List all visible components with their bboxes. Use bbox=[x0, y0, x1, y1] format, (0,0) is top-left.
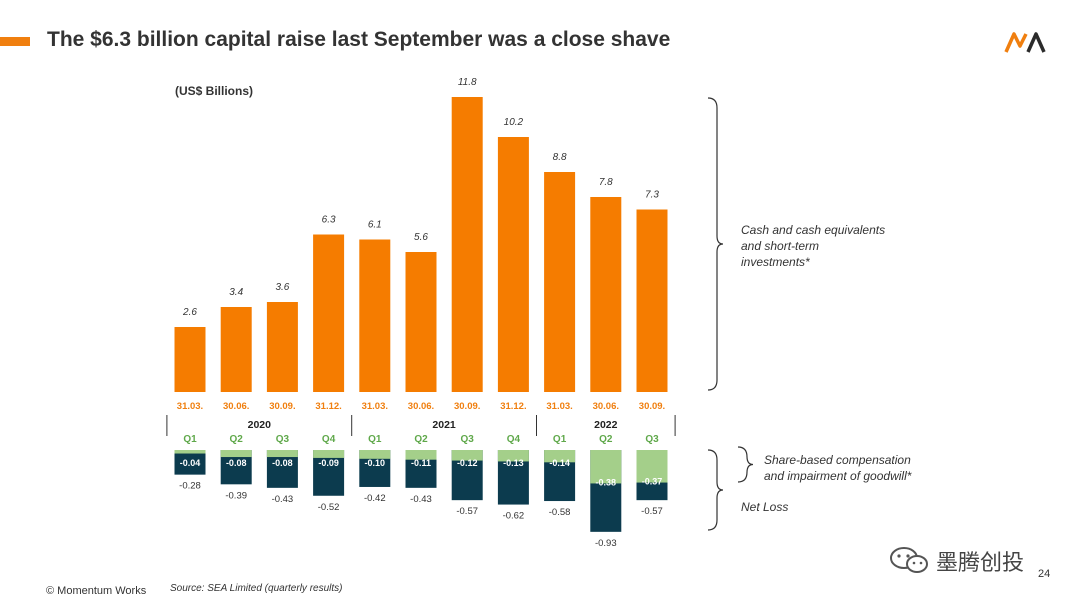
copyright: © Momentum Works bbox=[46, 585, 147, 597]
date-tick-label: 31.03. bbox=[546, 401, 572, 412]
net-loss-value-label: -0.39 bbox=[225, 490, 247, 501]
net-loss-value-label: -0.43 bbox=[410, 494, 432, 505]
share-based-bar bbox=[174, 450, 206, 454]
share-based-value-label: -0.04 bbox=[180, 458, 201, 468]
units-label: (US$ Billions) bbox=[175, 84, 254, 98]
cash-bar bbox=[405, 252, 437, 392]
quarter-tick-label: Q1 bbox=[368, 434, 382, 445]
net-loss-value-label: -0.57 bbox=[641, 506, 663, 517]
cash-brace bbox=[707, 97, 724, 391]
year-label: 2021 bbox=[432, 419, 456, 431]
cash-bar bbox=[590, 197, 622, 392]
page-number: 24 bbox=[1038, 568, 1051, 580]
share-based-value-label: -0.11 bbox=[411, 458, 431, 468]
quarter-tick-label: Q1 bbox=[183, 434, 197, 445]
share-based-value-label: -0.08 bbox=[226, 458, 247, 468]
net-loss-series-label: Net Loss bbox=[741, 500, 789, 514]
date-tick-label: 30.09. bbox=[454, 401, 480, 412]
watermark-text: 墨腾创投 bbox=[936, 550, 1025, 575]
cash-bar bbox=[497, 137, 529, 392]
share-based-value-label: -0.10 bbox=[365, 458, 386, 468]
date-tick-label: 31.03. bbox=[362, 401, 388, 412]
net-loss-bar bbox=[174, 450, 206, 475]
cash-value-label: 7.8 bbox=[599, 177, 613, 188]
quarter-tick-label: Q2 bbox=[414, 434, 428, 445]
cash-value-label: 11.8 bbox=[458, 77, 477, 88]
cash-bar bbox=[174, 327, 206, 392]
quarter-tick-label: Q1 bbox=[553, 434, 567, 445]
quarter-tick-label: Q4 bbox=[507, 434, 521, 445]
share-based-bar bbox=[313, 450, 345, 458]
share-based-value-label: -0.38 bbox=[596, 477, 617, 487]
cash-bar bbox=[359, 239, 391, 392]
share-based-value-label: -0.37 bbox=[642, 477, 663, 487]
share-based-bar bbox=[544, 450, 576, 463]
cash-series-label: Cash and cash equivalents and short-term… bbox=[741, 223, 886, 269]
share-based-bar bbox=[636, 450, 668, 483]
date-tick-label: 31.03. bbox=[177, 401, 203, 412]
share-based-bar bbox=[451, 450, 483, 461]
share-based-series-label: Share-based compensation and impairment … bbox=[764, 453, 912, 483]
net-loss-brace bbox=[707, 449, 724, 531]
net-loss-value-label: -0.93 bbox=[595, 538, 617, 549]
quarter-tick-label: Q2 bbox=[230, 434, 244, 445]
share-based-value-label: -0.09 bbox=[318, 458, 339, 468]
date-tick-label: 30.09. bbox=[269, 401, 295, 412]
momentum-works-logo bbox=[1004, 32, 1046, 53]
share-based-value-label: -0.08 bbox=[272, 458, 293, 468]
quarter-tick-label: Q3 bbox=[276, 434, 290, 445]
net-loss-value-label: -0.57 bbox=[456, 506, 478, 517]
cash-value-label: 8.8 bbox=[553, 152, 567, 163]
date-tick-label: 30.09. bbox=[639, 401, 665, 412]
net-loss-value-label: -0.28 bbox=[179, 481, 201, 492]
net-loss-value-label: -0.42 bbox=[364, 493, 386, 504]
share-based-bar bbox=[266, 450, 298, 458]
cash-value-label: 7.3 bbox=[645, 190, 659, 201]
date-tick-label: 31.12. bbox=[315, 401, 341, 412]
cash-value-label: 2.6 bbox=[182, 307, 197, 318]
quarter-tick-label: Q3 bbox=[645, 434, 659, 445]
share-based-bar bbox=[497, 450, 529, 462]
quarter-tick-label: Q4 bbox=[322, 434, 336, 445]
quarter-tick-label: Q3 bbox=[461, 434, 475, 445]
date-tick-label: 30.06. bbox=[593, 401, 619, 412]
cash-bar bbox=[544, 172, 576, 392]
cash-bar bbox=[220, 307, 252, 392]
cash-bar bbox=[451, 97, 483, 392]
wechat-icon bbox=[890, 547, 928, 573]
share-based-brace bbox=[737, 446, 754, 483]
net-loss-value-label: -0.58 bbox=[549, 507, 571, 518]
share-based-bar bbox=[359, 450, 391, 459]
cash-value-label: 6.3 bbox=[322, 215, 336, 226]
quarter-tick-label: Q2 bbox=[599, 434, 613, 445]
cash-bar bbox=[313, 234, 345, 392]
cash-bar bbox=[636, 209, 668, 392]
cash-value-label: 3.4 bbox=[229, 287, 243, 298]
slide-title: The $6.3 billion capital raise last Sept… bbox=[47, 28, 671, 51]
source-note: Source: SEA Limited (quarterly results) bbox=[170, 583, 343, 594]
year-label: 2020 bbox=[248, 419, 272, 431]
cash-value-label: 6.1 bbox=[368, 220, 382, 231]
date-tick-label: 30.06. bbox=[408, 401, 434, 412]
share-based-value-label: -0.12 bbox=[457, 458, 478, 468]
net-loss-value-label: -0.52 bbox=[318, 502, 340, 513]
share-based-bar bbox=[405, 450, 437, 460]
title-accent-bar bbox=[0, 37, 30, 46]
net-loss-value-label: -0.43 bbox=[272, 494, 294, 505]
cash-bar bbox=[266, 302, 298, 392]
cash-value-label: 10.2 bbox=[504, 117, 524, 128]
net-loss-value-label: -0.62 bbox=[503, 511, 525, 522]
share-based-bar bbox=[590, 450, 622, 484]
date-tick-label: 31.12. bbox=[500, 401, 526, 412]
share-based-value-label: -0.13 bbox=[503, 458, 524, 468]
cash-value-label: 3.6 bbox=[275, 282, 289, 293]
share-based-value-label: -0.14 bbox=[549, 458, 570, 468]
year-label: 2022 bbox=[594, 419, 618, 431]
share-based-bar bbox=[220, 450, 252, 458]
cash-value-label: 5.6 bbox=[414, 232, 428, 243]
date-tick-label: 30.06. bbox=[223, 401, 249, 412]
